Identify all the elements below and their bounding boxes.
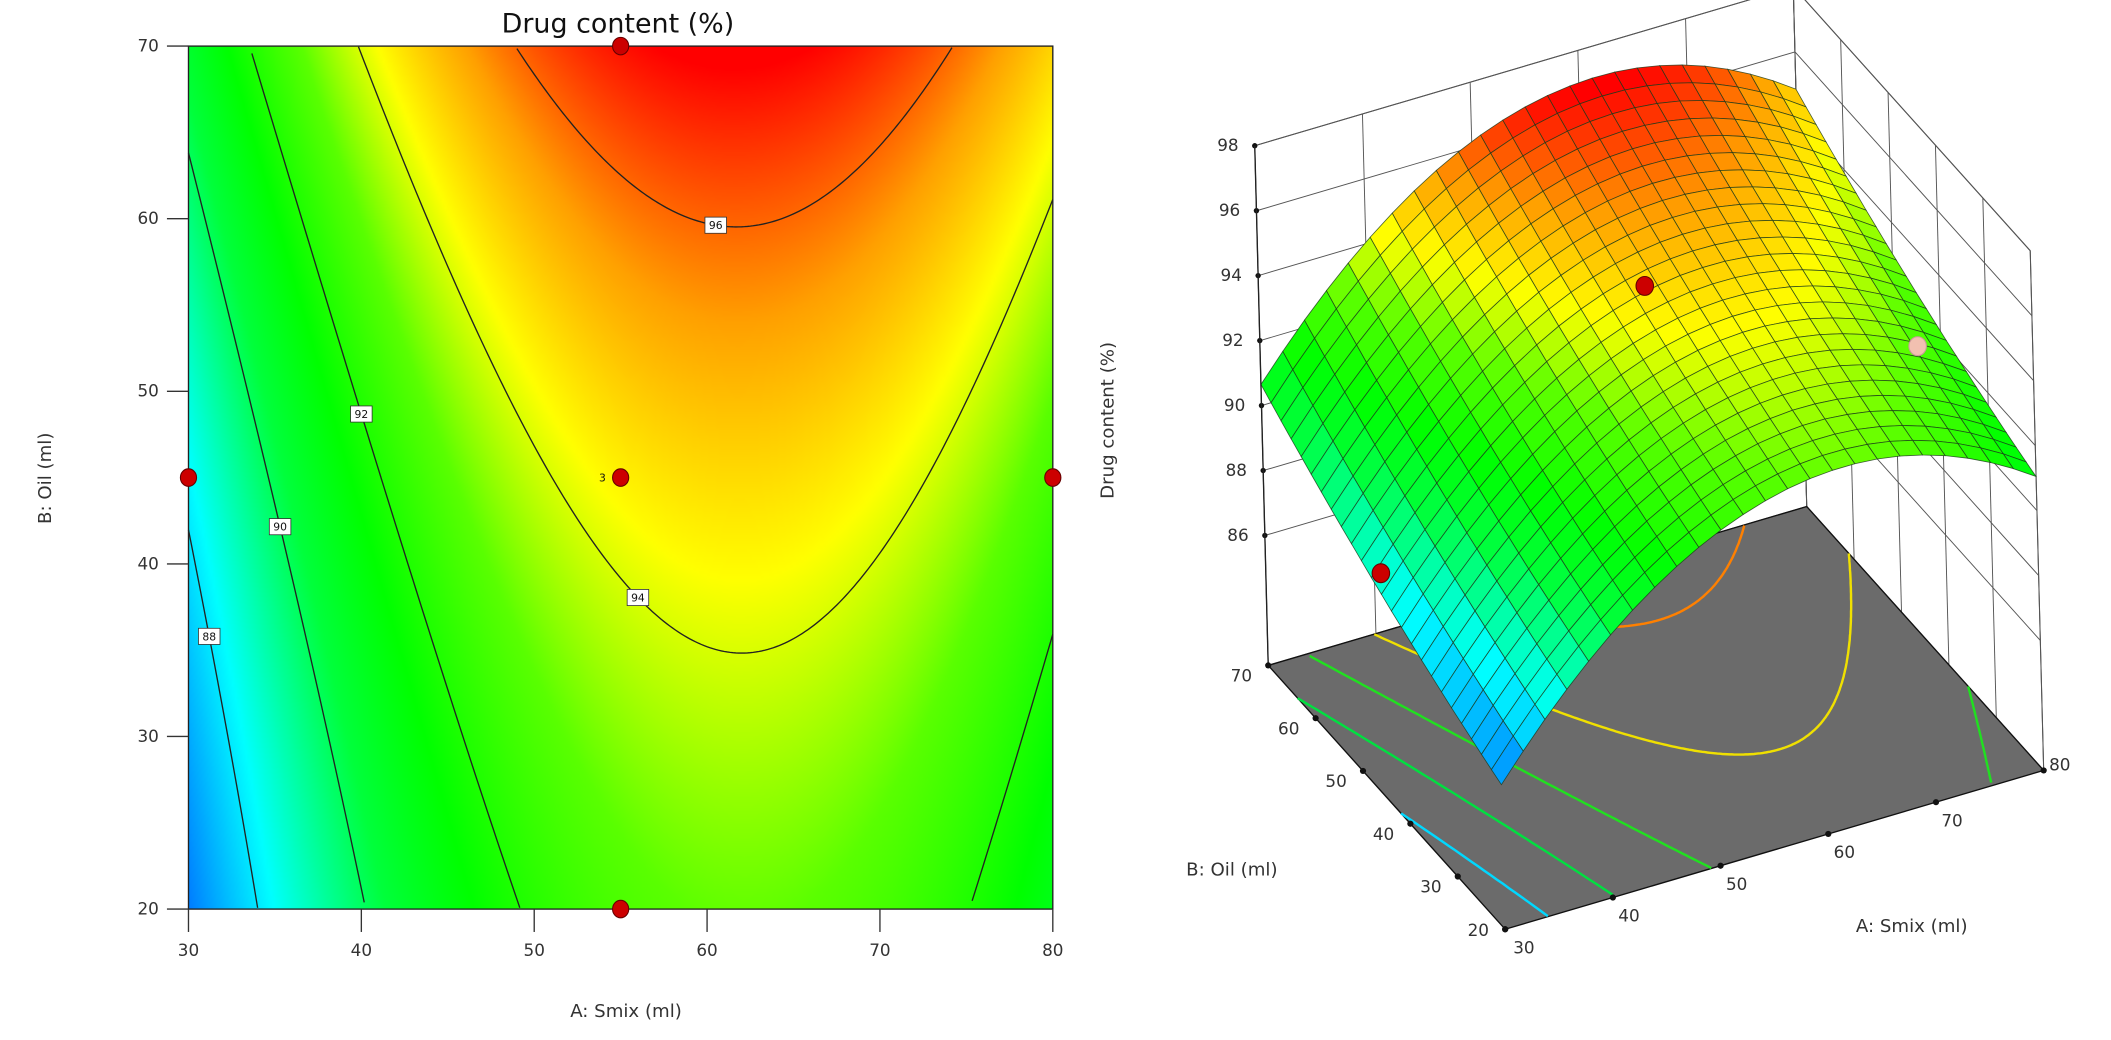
design-point [1371, 563, 1391, 584]
contour-label-box [268, 518, 292, 536]
z-tick-label: 86 [1227, 525, 1248, 545]
contour-line-96 [516, 47, 953, 228]
x-axis-label: A: Smix (ml) [570, 1001, 682, 1022]
z-tick-label: 94 [1221, 265, 1242, 285]
wall-gridline [1254, 0, 2031, 252]
surface-plot: 86 88 90 92 94 96 98 20 30 40 50 60 70 30 40 50 60 70 80 D… [1097, 0, 2070, 958]
floor-contour-88 [1400, 812, 1549, 918]
b-tick [1265, 662, 1272, 669]
a-tick-label: 50 [1726, 874, 1747, 894]
x-tick-label: 60 [696, 940, 717, 960]
contour-label-box [704, 216, 727, 234]
a-tick-label: 30 [1513, 938, 1534, 958]
design-point [1635, 275, 1655, 296]
contour-line-94 [357, 46, 1054, 654]
b-tick-label: 30 [1420, 877, 1441, 897]
surface-patch [1490, 735, 1524, 786]
z-axis-label: Drug content (%) [1097, 342, 1118, 499]
x-tick-label: 70 [869, 940, 890, 960]
surface-axis-ticks: 86 88 90 92 94 96 98 20 30 40 50 60 70 30 40 50 60 70 80 [1217, 135, 2070, 957]
wall-gridline [1256, 51, 2033, 317]
b-axis-label: B: Oil (ml) [1186, 859, 1277, 880]
z-tick-label: 92 [1222, 330, 1243, 350]
contour-label-box [626, 589, 650, 607]
design-points: 3 [179, 36, 1062, 919]
floor-contour-92 [1966, 686, 1993, 783]
a-tick [1502, 926, 1509, 933]
chart-title: Drug content (%) [502, 9, 735, 40]
y-axis-label: B: Oil (ml) [35, 433, 56, 524]
a-tick [1825, 830, 1832, 838]
y-tick-label: 70 [137, 35, 158, 55]
z-tick-label: 98 [1217, 135, 1238, 155]
x-tick-label: 40 [351, 940, 372, 960]
design-point [612, 899, 630, 919]
surface-design-points [1371, 275, 1927, 584]
a-tick [1932, 799, 1940, 806]
a-tick-label: 80 [2049, 754, 2070, 774]
a-tick-label: 70 [1941, 810, 1962, 830]
b-tick-label: 70 [1231, 666, 1252, 686]
y-tick-label: 20 [137, 898, 158, 918]
x-tick-label: 50 [524, 940, 545, 960]
contour-line-88 [187, 529, 259, 908]
design-point [179, 468, 198, 487]
a-axis-label: A: Smix (ml) [1856, 916, 1968, 937]
response-surface [1260, 64, 2038, 786]
z-axis-line [1254, 145, 1269, 666]
b-tick-label: 50 [1325, 771, 1346, 791]
contour-label-box [350, 405, 373, 423]
a-tick-label: 60 [1834, 842, 1855, 862]
contour-label: 96 [709, 219, 723, 232]
a-tick [2040, 767, 2047, 774]
contour-lines: 88 90 92 94 96 [187, 46, 1054, 908]
contour-line-92 [971, 633, 1054, 902]
z-tick-label: 88 [1226, 460, 1247, 480]
design-point [1044, 468, 1062, 487]
b-tick [1359, 767, 1367, 775]
a-tick-label: 40 [1618, 906, 1639, 926]
y-tick-label: 40 [137, 553, 158, 573]
replicate-count: 3 [599, 472, 606, 485]
a-tick [1609, 894, 1616, 901]
contour-label: 88 [202, 630, 216, 643]
contour-line-90 [187, 152, 365, 903]
contour-label: 92 [354, 408, 368, 421]
b-tick-label: 40 [1373, 824, 1394, 844]
y-tick-label: 60 [137, 208, 158, 228]
z-tick-label: 96 [1219, 200, 1240, 220]
design-point [1908, 336, 1927, 357]
b-tick [1454, 873, 1461, 880]
contour-line-92 [251, 53, 521, 908]
b-tick [1407, 820, 1414, 827]
y-tick-label: 50 [137, 381, 158, 401]
b-tick-label: 60 [1278, 718, 1299, 738]
floor-contour-90 [1296, 697, 1614, 896]
contour-plot: 88 90 92 94 96 30 40 50 60 70 80 20 30 40 50 60 70 3 Dr… [35, 9, 1063, 1022]
contour-label: 94 [631, 592, 645, 605]
x-tick-label: 80 [1042, 940, 1063, 960]
b-tick [1312, 715, 1319, 722]
y-tick-label: 30 [137, 726, 158, 746]
x-tick-label: 30 [178, 940, 199, 960]
a-tick [1717, 862, 1724, 869]
axis-ticks: 30 40 50 60 70 80 20 30 40 50 60 70 [137, 35, 1063, 960]
b-tick-label: 20 [1468, 920, 1489, 940]
contour-label-box [198, 627, 221, 645]
design-point [612, 36, 630, 56]
contour-label: 90 [273, 521, 287, 534]
z-tick-label: 90 [1224, 395, 1245, 415]
design-point [612, 468, 630, 487]
